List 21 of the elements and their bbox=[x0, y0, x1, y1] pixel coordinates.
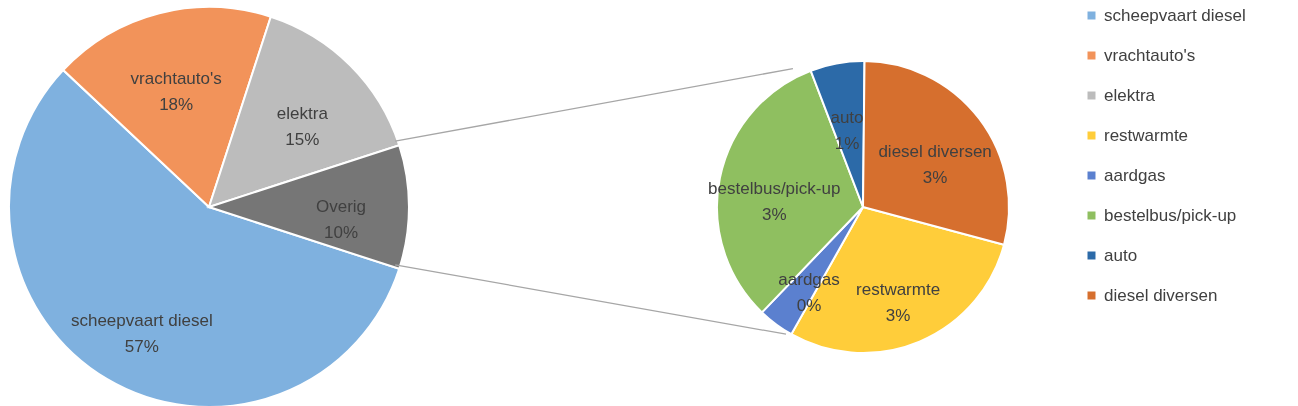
slice-label: scheepvaart diesel bbox=[70, 310, 213, 330]
data-label: 15% bbox=[285, 129, 320, 149]
legend-label: auto bbox=[1104, 245, 1138, 265]
data-label: 3% bbox=[761, 205, 787, 225]
slice-label: restwarmte bbox=[856, 280, 941, 300]
slice-label: auto bbox=[830, 107, 864, 127]
legend-label: vrachtauto's bbox=[1104, 45, 1196, 65]
legend-label: scheepvaart diesel bbox=[1104, 5, 1246, 25]
data-label: 3% bbox=[922, 168, 948, 188]
slice-label: aardgas bbox=[778, 269, 840, 289]
legend-label: elektra bbox=[1104, 85, 1156, 105]
slice-label: diesel diversen bbox=[878, 142, 992, 162]
legend-label: aardgas bbox=[1104, 165, 1166, 185]
legend-label: restwarmte bbox=[1104, 125, 1189, 145]
slice-label: elektra bbox=[276, 103, 329, 123]
legend-label: bestelbus/pick-up bbox=[1104, 205, 1237, 225]
slice-label: vrachtauto's bbox=[130, 69, 222, 89]
data-label: 3% bbox=[885, 306, 911, 326]
data-label: 57% bbox=[124, 336, 159, 356]
legend-label: diesel diversen bbox=[1104, 285, 1218, 305]
data-label: 18% bbox=[159, 95, 194, 115]
